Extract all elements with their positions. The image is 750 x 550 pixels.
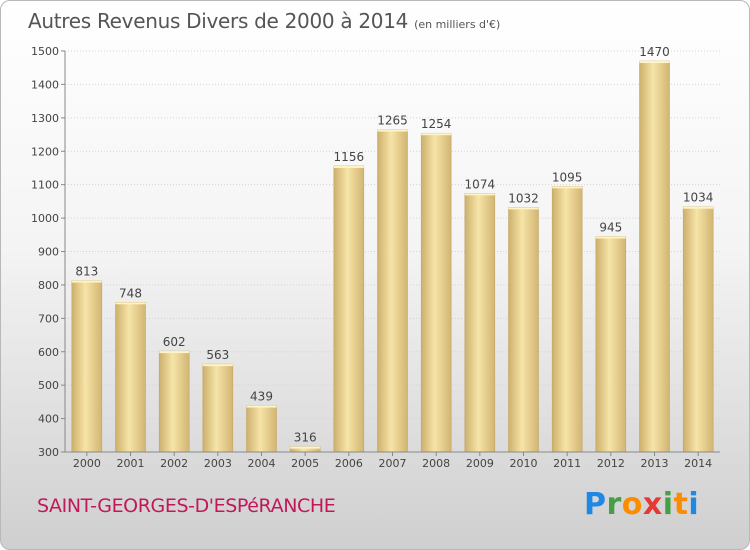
chart-title-text: Autres Revenus Divers de 2000 à 2014 (28, 9, 409, 33)
x-tick-label: 2003 (204, 457, 232, 470)
data-label: 1095 (552, 170, 583, 184)
y-axis: 300 400 500 600 700 800 900 1000 1100 1200 1300 140… (31, 45, 66, 459)
bar-highlight (246, 405, 277, 408)
bar-highlight (683, 206, 714, 209)
data-labels: 813 748 602 563 439 316 1156 1265 1254 1074 1032 10… (75, 45, 713, 445)
data-label: 1470 (639, 45, 670, 59)
x-tick-label: 2000 (73, 457, 101, 470)
logo-letter-6: t (673, 487, 689, 522)
data-label: 602 (163, 335, 186, 349)
y-tick-label: 400 (38, 413, 59, 426)
bar (377, 129, 408, 453)
x-tick-label: 2004 (248, 457, 276, 470)
y-tick-label: 1500 (31, 45, 59, 58)
x-tick-label: 2014 (684, 457, 712, 470)
bar-highlight (595, 236, 626, 239)
bar-highlight (421, 133, 452, 136)
data-label: 316 (294, 431, 317, 445)
bar-highlight (71, 280, 102, 283)
data-label: 813 (75, 265, 98, 279)
bar (464, 193, 496, 453)
bar (202, 363, 234, 453)
bar-highlight (377, 129, 408, 132)
x-tick-label: 2010 (510, 457, 538, 470)
bar (71, 280, 103, 453)
data-label: 1265 (377, 114, 408, 128)
x-tick-label: 2002 (160, 457, 188, 470)
y-tick-label: 1100 (31, 179, 59, 192)
y-tick-label: 700 (38, 312, 59, 325)
x-tick-label: 2001 (117, 457, 145, 470)
unit-note: (en milliers d'€) (414, 18, 501, 31)
x-tick-label: 2005 (291, 457, 319, 470)
y-tick-label: 800 (38, 279, 59, 292)
logo-letter-4: x (642, 487, 663, 522)
bar (595, 236, 627, 453)
data-label: 1156 (334, 150, 365, 164)
bar-highlight (159, 351, 190, 354)
bar (158, 350, 190, 453)
bar-highlight (202, 364, 233, 367)
y-tick-label: 1400 (31, 78, 59, 91)
data-label: 1034 (683, 191, 714, 205)
bar-highlight (639, 61, 670, 64)
x-tick-label: 2006 (335, 457, 363, 470)
bar-highlight (333, 165, 364, 168)
bar-highlight (552, 186, 583, 189)
bar-highlight (464, 193, 495, 196)
proxiti-logo: Proxiti (584, 487, 699, 522)
bar (682, 206, 714, 453)
data-label: 563 (206, 348, 229, 362)
y-tick-label: 1200 (31, 145, 59, 158)
y-tick-label: 600 (38, 346, 59, 359)
bar (333, 165, 365, 453)
bar-highlight (115, 302, 146, 305)
bar-highlight (508, 207, 539, 210)
y-tick-label: 1300 (31, 112, 59, 125)
commune-name: SAINT-GEORGES-D'ESPéRANCHE (37, 495, 336, 517)
bar (246, 405, 277, 453)
x-tick-label: 2009 (466, 457, 494, 470)
y-tick-label: 900 (38, 246, 59, 259)
bar (115, 302, 146, 453)
x-tick-label: 2013 (641, 457, 669, 470)
x-tick-label: 2007 (379, 457, 407, 470)
data-label: 945 (599, 220, 622, 234)
x-tick-label: 2008 (422, 457, 450, 470)
x-tick-label: 2012 (597, 457, 625, 470)
logo-letter-5: i (662, 487, 674, 522)
chart-title: Autres Revenus Divers de 2000 à 2014 (en … (28, 9, 500, 33)
bar (639, 60, 670, 453)
logo-letter-1: P (584, 487, 607, 522)
bar (508, 207, 539, 453)
bar-highlight (290, 446, 321, 449)
data-label: 439 (250, 390, 273, 404)
y-tick-label: 1000 (31, 212, 59, 225)
data-label: 748 (119, 286, 142, 300)
logo-letter-2: r (606, 487, 622, 522)
x-tick-label: 2011 (553, 457, 581, 470)
data-label: 1032 (508, 191, 539, 205)
y-tick-label: 500 (38, 379, 59, 392)
x-axis: 2000 2001 2002 2003 2004 2005 2006 2007 2008 2009… (65, 451, 720, 470)
data-label: 1074 (465, 177, 496, 191)
bar (420, 132, 452, 453)
bars (71, 60, 714, 453)
logo-letter-3: o (621, 487, 643, 522)
bar (551, 186, 583, 453)
logo-letter-7: i (688, 487, 700, 522)
y-tick-label: 300 (38, 446, 59, 459)
data-label: 1254 (421, 117, 452, 131)
